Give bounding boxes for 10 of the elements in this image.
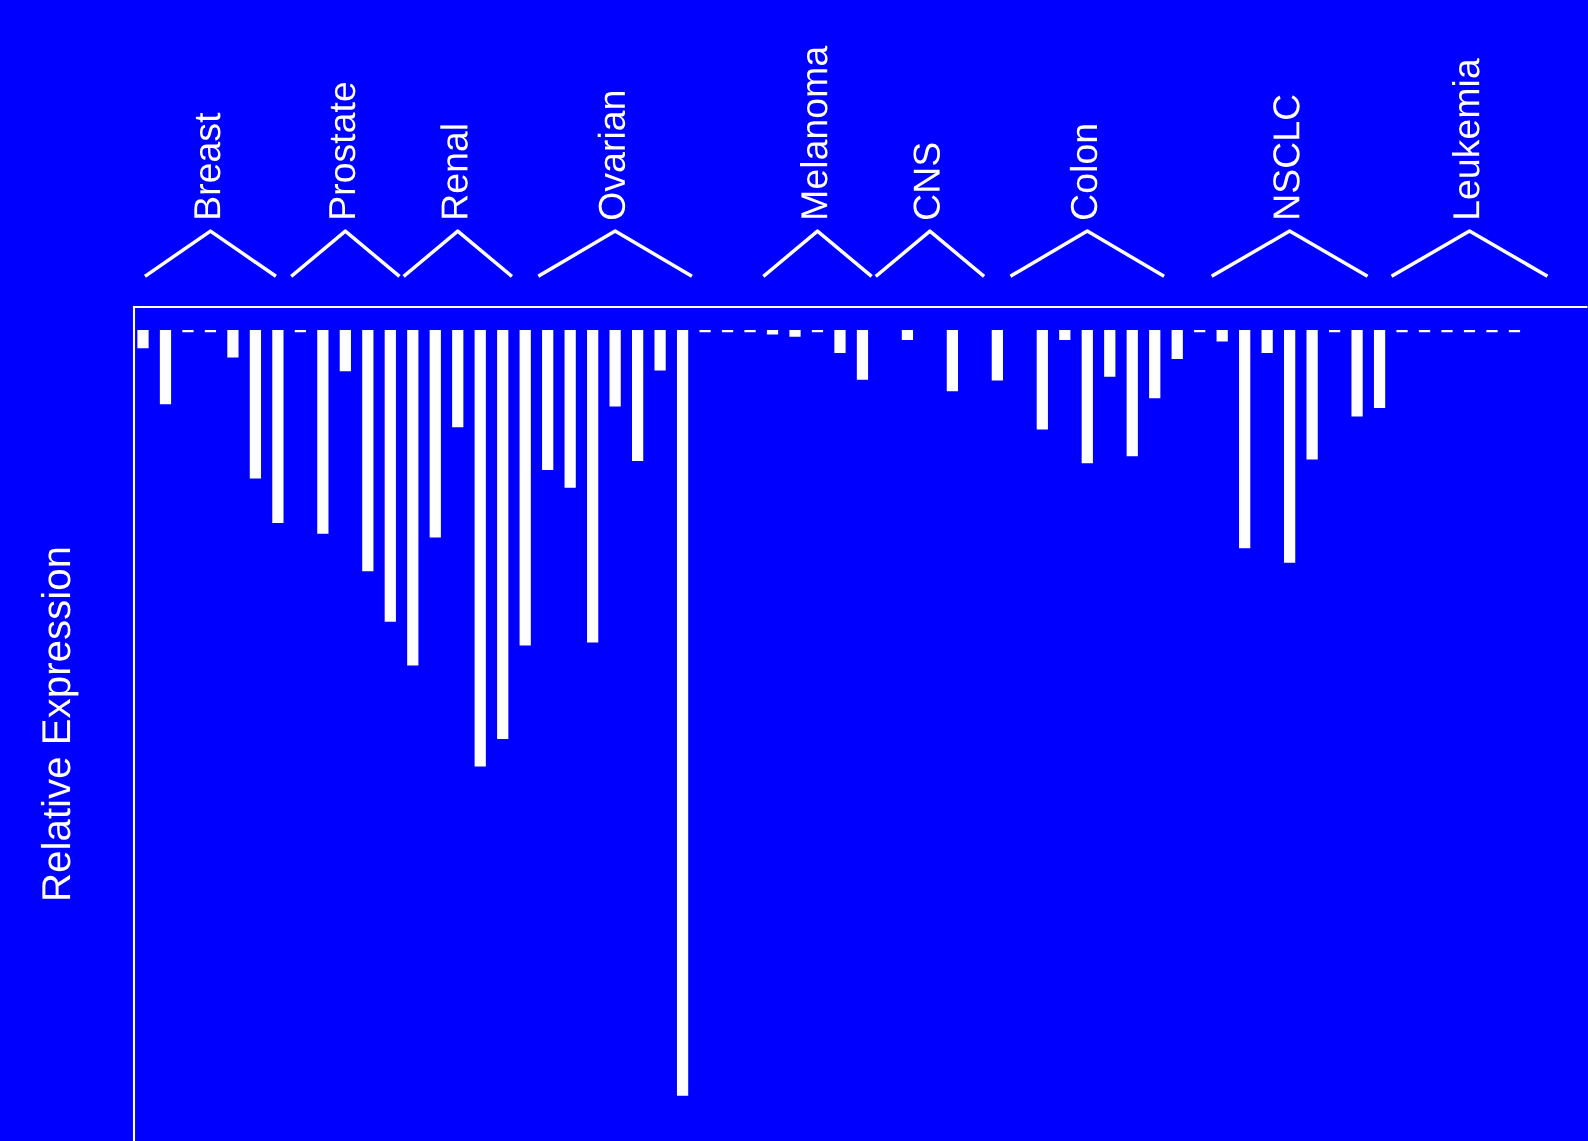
x-tick-label: CNS [913,143,940,219]
x-tick-label: Renal [440,125,468,218]
x-tick-label: Colon [1069,125,1098,219]
x-tick-label: Ovarian [597,92,626,220]
x-tick-label: Breast [194,112,221,218]
x-tick-label: NSCLC [1273,95,1300,218]
x-tick-label: Melanoma [800,45,828,218]
x-tick-label: Leukemia [1452,58,1480,218]
x-tick-label: Prostate [329,82,356,218]
y-axis-title: Relative Expression [40,548,79,899]
